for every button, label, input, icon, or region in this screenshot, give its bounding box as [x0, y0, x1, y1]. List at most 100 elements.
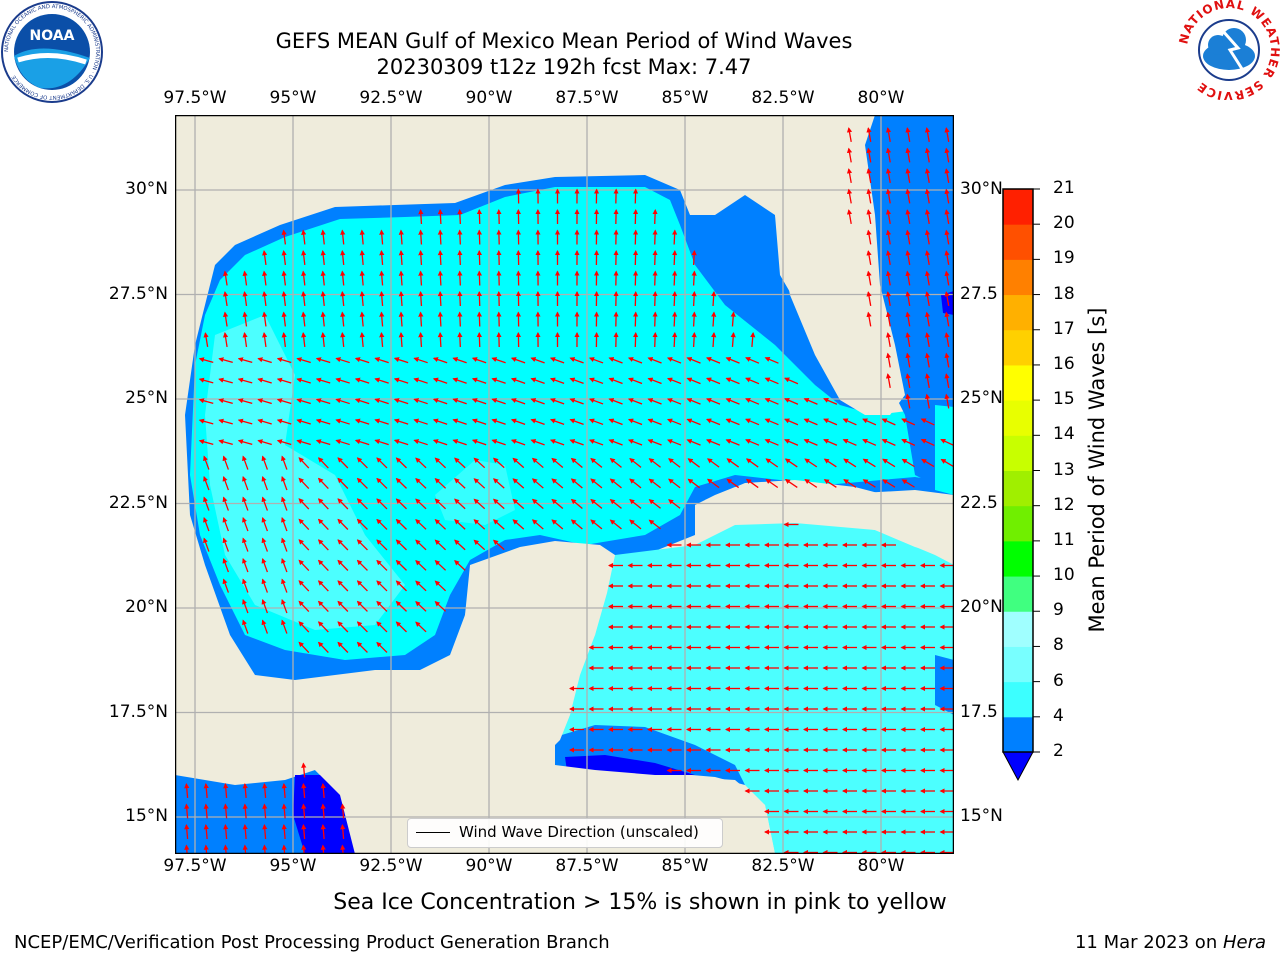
- wind-wave-arrow: [530, 439, 545, 446]
- wind-wave-arrow: [924, 229, 931, 245]
- footer-host: Hera: [1222, 932, 1266, 953]
- wind-wave-arrow: [222, 516, 230, 532]
- wind-wave-arrow: [242, 598, 249, 614]
- wind-wave-arrow: [415, 580, 427, 592]
- wind-wave-arrow: [317, 559, 329, 572]
- colorbar-swatch: [1003, 435, 1033, 471]
- lat-label-right: 17.5: [960, 701, 998, 722]
- wind-wave-arrow: [549, 439, 565, 446]
- wind-wave-arrow: [549, 377, 565, 384]
- colorbar-tick-label: 13: [1053, 459, 1075, 480]
- wind-wave-arrow: [730, 331, 736, 348]
- wind-wave-arrow: [376, 477, 388, 489]
- wind-wave-arrow: [885, 373, 892, 389]
- wind-wave-arrow: [784, 438, 799, 446]
- colorbar-tick-label: 11: [1053, 529, 1075, 550]
- wind-wave-arrow: [296, 439, 311, 446]
- wind-wave-arrow: [262, 782, 268, 799]
- wind-wave-arrow: [924, 311, 931, 327]
- wind-wave-arrow: [686, 377, 701, 385]
- wind-wave-arrow: [764, 357, 779, 364]
- wind-wave-arrow: [905, 352, 911, 368]
- wind-wave-arrow: [413, 377, 428, 384]
- colorbar-swatch: [1003, 329, 1033, 366]
- lat-label-left: 27.5°N: [108, 283, 168, 304]
- wind-wave-arrow: [242, 844, 248, 854]
- wind-wave-arrow: [471, 377, 487, 384]
- wind-wave-arrow: [944, 209, 950, 225]
- wind-wave-arrow: [745, 357, 760, 364]
- wind-wave-arrow: [301, 782, 307, 799]
- wind-wave-arrow: [395, 518, 407, 530]
- wind-wave-arrow: [745, 418, 760, 426]
- wind-wave-arrow: [317, 641, 329, 654]
- wind-wave-arrow: [627, 418, 643, 426]
- wind-wave-arrow: [415, 457, 427, 469]
- wind-wave-arrow: [866, 250, 872, 266]
- map-frame: [175, 115, 954, 854]
- wind-wave-arrow: [944, 270, 950, 286]
- wind-wave-arrow: [512, 498, 525, 510]
- wind-wave-arrow: [356, 559, 368, 571]
- wind-wave-arrow: [885, 352, 892, 368]
- wind-wave-arrow: [198, 439, 214, 445]
- wind-wave-arrow: [901, 438, 916, 446]
- wind-wave-arrow: [198, 357, 214, 363]
- wind-wave-arrow: [223, 311, 229, 327]
- colorbar-under-arrow: [1002, 751, 1034, 782]
- lon-label-bottom: 92.5°W: [359, 856, 423, 876]
- wind-wave-arrow: [901, 458, 915, 468]
- wind-wave-arrow: [398, 290, 404, 307]
- wind-wave-arrow: [413, 398, 428, 405]
- wind-wave-arrow: [452, 398, 467, 405]
- wind-wave-arrow: [281, 475, 288, 491]
- wind-wave-arrow: [237, 418, 253, 425]
- wind-wave-arrow: [434, 600, 447, 612]
- wind-wave-arrow: [315, 418, 331, 425]
- wind-wave-arrow: [667, 418, 682, 426]
- lat-label-right: 25°N: [960, 388, 1003, 408]
- colorbar-swatch: [1003, 189, 1033, 225]
- wind-wave-arrow: [457, 208, 463, 225]
- wind-wave-arrow: [510, 357, 526, 364]
- wind-wave-arrow: [940, 438, 954, 447]
- wind-wave-arrow: [476, 331, 482, 348]
- chart-subtitle: 20230309 t12z 192h fcst Max: 7.47: [376, 55, 752, 79]
- wind-wave-arrow: [691, 331, 697, 348]
- colorbar-tick-label: 6: [1053, 670, 1064, 691]
- wind-wave-arrow: [218, 418, 233, 425]
- wind-wave-arrow: [242, 619, 249, 634]
- wind-wave-arrow: [315, 357, 331, 364]
- wind-wave-arrow: [337, 539, 349, 551]
- wind-wave-arrow: [395, 600, 407, 612]
- wind-wave-arrow: [261, 455, 269, 470]
- wind-wave-arrow: [395, 498, 407, 510]
- colorbar-tick-label: 9: [1053, 600, 1064, 621]
- wind-wave-arrow: [921, 458, 935, 468]
- wind-wave-arrow: [261, 619, 269, 634]
- wind-wave-arrow: [374, 377, 389, 384]
- wind-wave-arrow: [549, 398, 565, 405]
- wind-wave-arrow: [359, 229, 365, 245]
- colorbar-swatch: [1003, 505, 1033, 542]
- wind-wave-arrow: [905, 147, 911, 163]
- wind-wave-arrow: [317, 518, 329, 531]
- gulf-center-patch: [435, 460, 515, 525]
- wind-wave-arrow: [457, 331, 463, 348]
- lat-label-left: 30°N: [125, 179, 168, 199]
- wind-wave-arrow: [242, 455, 249, 470]
- wind-wave-arrow: [281, 557, 288, 573]
- wind-wave-arrow: [846, 188, 853, 204]
- legend-label: Wind Wave Direction (unscaled): [459, 823, 699, 841]
- wind-wave-arrow: [570, 457, 583, 468]
- wind-wave-arrow: [512, 519, 525, 530]
- wind-wave-arrow: [261, 598, 269, 614]
- colorbar-tick-label: 14: [1053, 424, 1075, 445]
- wind-wave-arrow: [803, 418, 818, 426]
- wind-wave-arrow: [652, 229, 658, 245]
- wind-wave-arrow: [530, 398, 545, 405]
- wind-wave-arrow: [242, 578, 249, 593]
- wind-wave-arrow: [356, 641, 368, 653]
- wind-wave-arrow: [281, 823, 287, 840]
- nws-logo: NATIONAL WEATHER SERVICE: [1178, 0, 1280, 100]
